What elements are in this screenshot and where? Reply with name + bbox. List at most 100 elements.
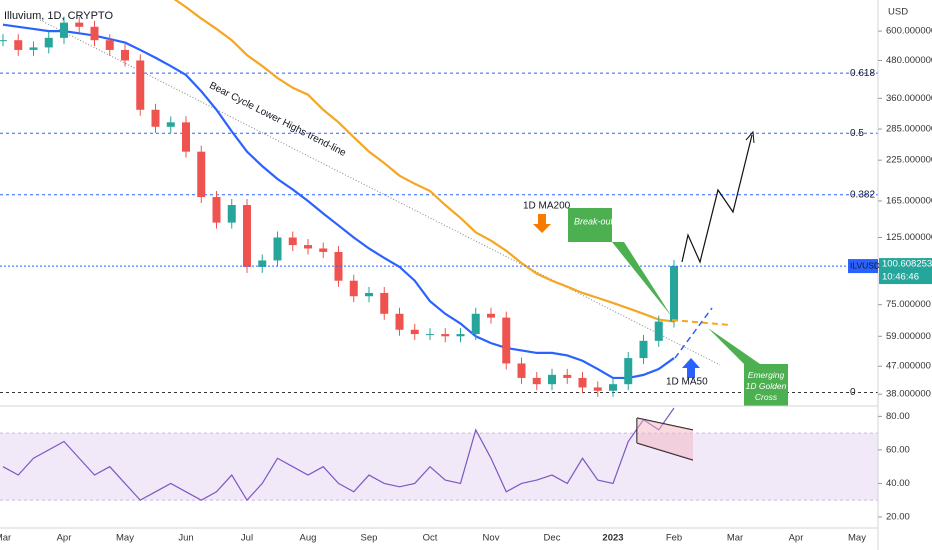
y-tick-label: 165.000000 xyxy=(886,195,932,206)
candle xyxy=(14,40,23,50)
candle xyxy=(212,197,221,223)
y-tick-label: 600.000000 xyxy=(886,26,932,37)
x-tick-label: Mar xyxy=(0,533,11,544)
golden-cross-line: 1D Golden xyxy=(746,381,787,391)
breakout-callout xyxy=(568,208,672,317)
fib-label: 0.5 xyxy=(850,128,864,139)
ma-line xyxy=(173,0,675,323)
candle xyxy=(471,313,480,335)
candle xyxy=(654,321,663,341)
candle xyxy=(258,260,267,267)
candle xyxy=(60,22,68,38)
symbol-badge xyxy=(848,259,878,274)
rsi-tick-label: 40.00 xyxy=(886,478,910,489)
y-tick-label: 225.000000 xyxy=(886,155,932,166)
rsi-band xyxy=(0,433,878,501)
candle xyxy=(227,205,236,223)
candle xyxy=(166,122,175,127)
x-tick-label: 2023 xyxy=(602,533,623,544)
breakout-label: Break-out xyxy=(574,216,614,226)
candle xyxy=(273,237,282,261)
rsi-tick-label: 20.00 xyxy=(886,511,910,522)
rsi-tick-label: 60.00 xyxy=(886,444,910,455)
x-tick-label: Mar xyxy=(727,533,743,544)
ma50-label: 1D MA50 xyxy=(666,377,708,388)
candle xyxy=(334,251,343,281)
candle xyxy=(441,334,450,337)
candle xyxy=(624,358,633,385)
projection xyxy=(681,134,753,264)
candle xyxy=(75,22,84,27)
candle xyxy=(609,384,617,391)
x-tick-label: Sep xyxy=(361,533,378,544)
candle xyxy=(639,340,648,359)
candle xyxy=(395,313,404,330)
x-tick-label: Nov xyxy=(483,533,500,544)
candle xyxy=(456,334,465,337)
trend-line xyxy=(39,19,721,366)
y-tick-label: 360.000000 xyxy=(886,93,932,104)
candle xyxy=(410,329,419,335)
x-tick-label: Dec xyxy=(544,533,561,544)
fib-label: 0 xyxy=(850,387,856,398)
candle xyxy=(502,317,511,364)
candle xyxy=(136,60,145,110)
countdown: 10:46:46 xyxy=(882,272,919,283)
x-tick-label: Jul xyxy=(241,533,253,544)
candle xyxy=(319,248,328,252)
fib-label: 0.618 xyxy=(850,68,875,79)
rsi-channel-fill xyxy=(637,418,693,460)
candle xyxy=(380,292,389,314)
y-tick-label: 285.000000 xyxy=(886,124,932,135)
ma-line xyxy=(2,23,675,380)
x-tick-label: May xyxy=(848,533,866,544)
x-tick-label: Jun xyxy=(178,533,193,544)
golden-cross-label: Emerging 1D Golden Cross xyxy=(746,370,787,402)
candle xyxy=(593,387,602,391)
candle xyxy=(548,374,556,385)
candle xyxy=(349,280,358,297)
price-label: 100.608253 xyxy=(882,259,932,270)
y-tick-label: 59.000000 xyxy=(886,331,931,342)
candle xyxy=(578,377,587,388)
rsi-line xyxy=(2,407,675,502)
candle xyxy=(426,334,434,336)
currency: USD xyxy=(888,7,908,18)
candle xyxy=(517,363,526,378)
candle xyxy=(365,292,373,297)
candle xyxy=(532,377,541,385)
candle xyxy=(487,313,495,318)
y-tick-label: 75.000000 xyxy=(886,299,931,310)
golden-cross-line: Emerging xyxy=(748,370,785,380)
x-tick-label: Feb xyxy=(666,533,682,544)
candle xyxy=(105,40,114,50)
fib-label: 0.382 xyxy=(850,189,875,200)
candle xyxy=(182,122,190,152)
y-tick-label: 38.000000 xyxy=(886,389,931,400)
candle xyxy=(44,37,53,48)
golden-cross-line: Cross xyxy=(755,392,778,402)
y-tick-label: 125.000000 xyxy=(886,232,932,243)
x-tick-label: Oct xyxy=(423,533,438,544)
rsi-tick-label: 80.00 xyxy=(886,411,910,422)
cross-callout xyxy=(708,328,788,406)
chart-title: Illuvium, 1D, CRYPTO xyxy=(4,10,113,22)
y-tick-label: 47.000000 xyxy=(886,361,931,372)
candle xyxy=(90,26,99,41)
ma50-extension xyxy=(674,307,713,359)
candle xyxy=(670,266,678,322)
candle xyxy=(0,40,7,42)
candle xyxy=(151,109,160,127)
y-tick-label: 480.000000 xyxy=(886,55,932,66)
ma200-label: 1D MA200 xyxy=(523,201,571,212)
candle xyxy=(563,374,572,378)
candle xyxy=(243,205,251,267)
x-tick-label: Aug xyxy=(300,533,317,544)
symbol-label: ILVUSD xyxy=(850,260,880,270)
candle xyxy=(304,245,312,249)
x-tick-label: Apr xyxy=(57,533,72,544)
projection-head xyxy=(745,130,755,144)
candle xyxy=(288,237,297,246)
